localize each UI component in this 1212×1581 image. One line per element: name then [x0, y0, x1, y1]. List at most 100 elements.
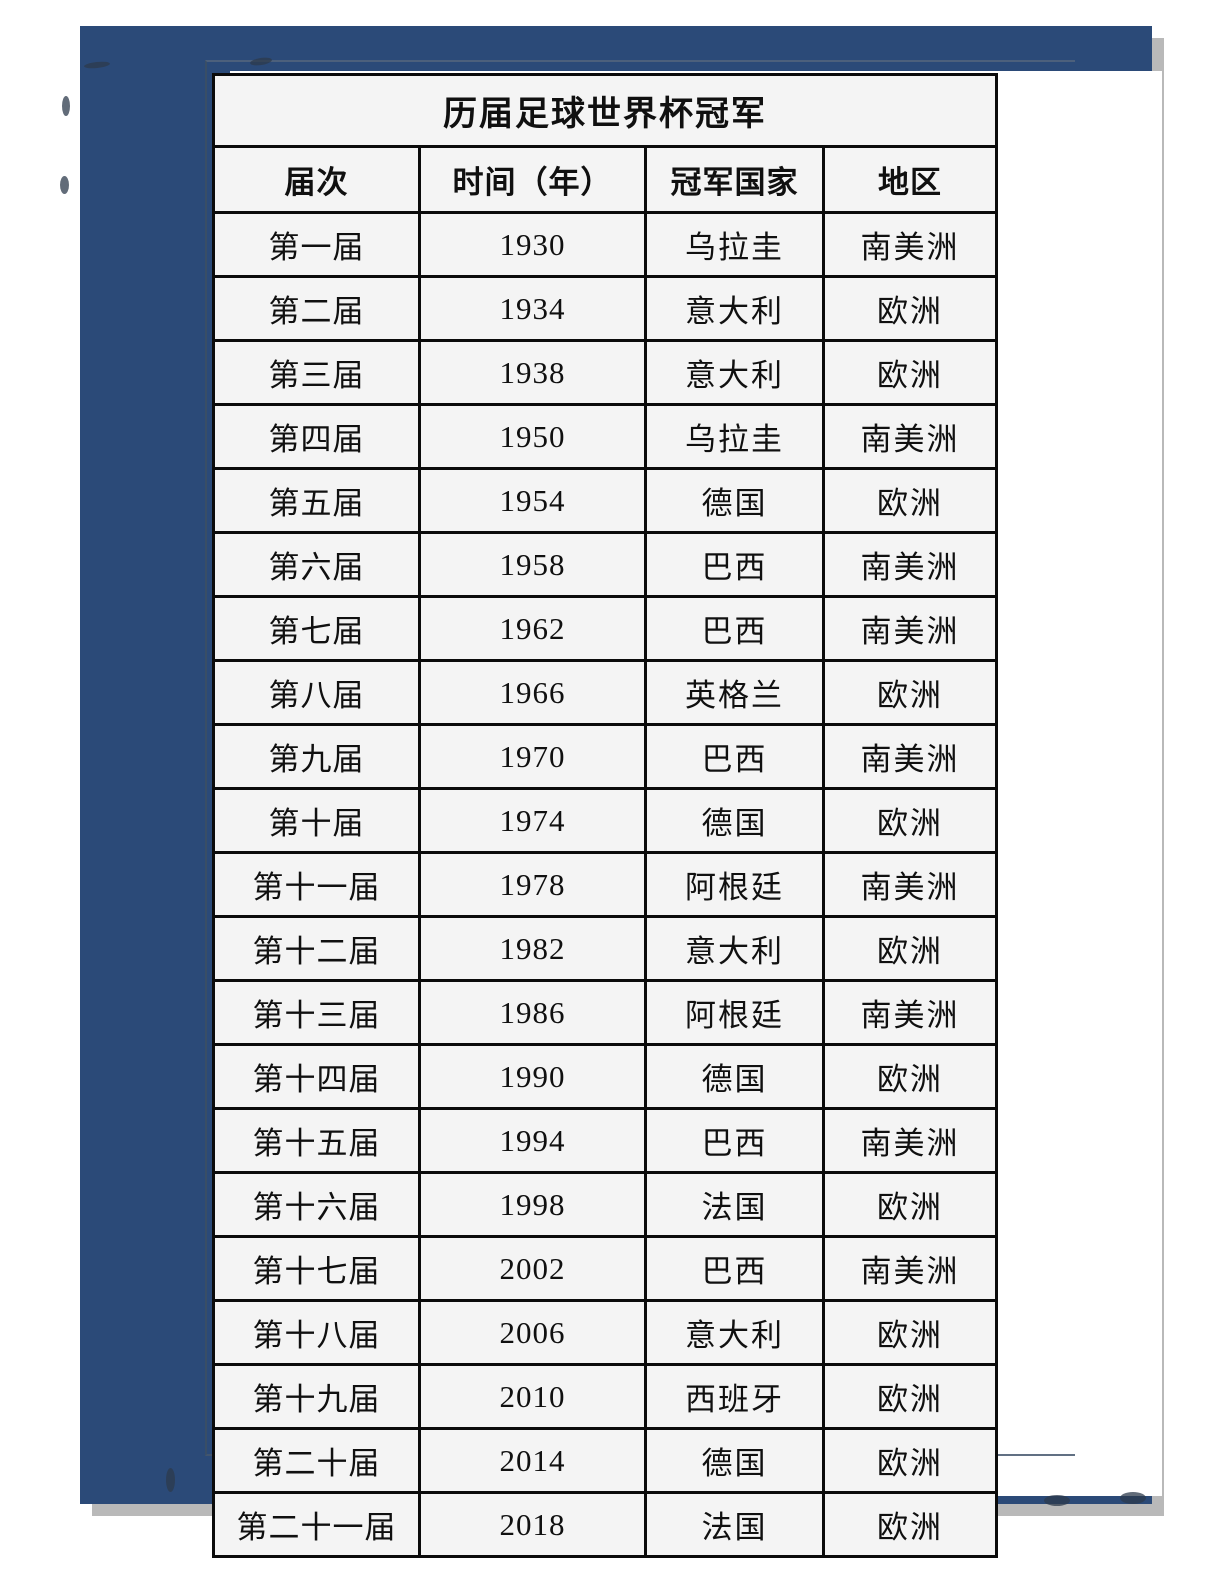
cell-year: 1990 [418, 1043, 647, 1110]
table-row[interactable]: 第七届 1962 巴西 南美洲 [212, 595, 998, 662]
cell-region: 欧洲 [822, 1427, 998, 1494]
world-cup-champions-table-container: 历届足球世界杯冠军 届次 时间（年） 冠军国家 地区 第一届 1930 乌拉圭 南美洲… [212, 73, 998, 1558]
cell-edition: 第二十届 [212, 1427, 421, 1494]
table-header-row: 届次 时间（年） 冠军国家 地区 [212, 145, 998, 214]
cell-edition: 第六届 [212, 531, 421, 598]
table-row[interactable]: 第十九届 2010 西班牙 欧洲 [212, 1363, 998, 1430]
table-row[interactable]: 第十八届 2006 意大利 欧洲 [212, 1299, 998, 1366]
table-row[interactable]: 第四届 1950 乌拉圭 南美洲 [212, 403, 998, 470]
cell-region: 南美洲 [822, 851, 998, 918]
cell-year: 1962 [418, 595, 647, 662]
cell-year: 1986 [418, 979, 647, 1046]
cell-region: 南美洲 [822, 211, 998, 278]
cell-country: 德国 [644, 1043, 825, 1110]
decorative-mark-icon [1044, 1495, 1070, 1506]
cell-region: 欧洲 [822, 1043, 998, 1110]
cell-country: 意大利 [644, 915, 825, 982]
table-row[interactable]: 第五届 1954 德国 欧洲 [212, 467, 998, 534]
decorative-mark-icon [62, 96, 70, 116]
cell-region: 南美洲 [822, 979, 998, 1046]
cell-country: 意大利 [644, 275, 825, 342]
table-row[interactable]: 第二届 1934 意大利 欧洲 [212, 275, 998, 342]
cell-edition: 第二届 [212, 275, 421, 342]
cell-country: 阿根廷 [644, 851, 825, 918]
cell-year: 1978 [418, 851, 647, 918]
cell-region: 欧洲 [822, 1171, 998, 1238]
decorative-mark-icon [1120, 1492, 1146, 1504]
cell-edition: 第十八届 [212, 1299, 421, 1366]
cell-country: 英格兰 [644, 659, 825, 726]
cell-edition: 第十五届 [212, 1107, 421, 1174]
table-row[interactable]: 第十届 1974 德国 欧洲 [212, 787, 998, 854]
decorative-mark-icon [166, 1468, 175, 1492]
cell-edition: 第一届 [212, 211, 421, 278]
cell-region: 南美洲 [822, 531, 998, 598]
cell-year: 1954 [418, 467, 647, 534]
table-row[interactable]: 第十七届 2002 巴西 南美洲 [212, 1235, 998, 1302]
cell-region: 欧洲 [822, 1299, 998, 1366]
cell-edition: 第十二届 [212, 915, 421, 982]
cell-year: 1974 [418, 787, 647, 854]
cell-region: 欧洲 [822, 1491, 998, 1558]
table-row[interactable]: 第一届 1930 乌拉圭 南美洲 [212, 211, 998, 278]
cell-country: 德国 [644, 787, 825, 854]
table-row[interactable]: 第十一届 1978 阿根廷 南美洲 [212, 851, 998, 918]
cell-year: 1930 [418, 211, 647, 278]
cell-edition: 第十三届 [212, 979, 421, 1046]
table-row[interactable]: 第八届 1966 英格兰 欧洲 [212, 659, 998, 726]
cell-edition: 第十一届 [212, 851, 421, 918]
cell-edition: 第十九届 [212, 1363, 421, 1430]
cell-edition: 第十六届 [212, 1171, 421, 1238]
cell-edition: 第四届 [212, 403, 421, 470]
table-head: 历届足球世界杯冠军 届次 时间（年） 冠军国家 地区 [212, 73, 998, 214]
table-row[interactable]: 第二十届 2014 德国 欧洲 [212, 1427, 998, 1494]
column-header-country[interactable]: 冠军国家 [644, 145, 825, 214]
cell-year: 1966 [418, 659, 647, 726]
cell-region: 南美洲 [822, 1107, 998, 1174]
cell-edition: 第五届 [212, 467, 421, 534]
cell-year: 1950 [418, 403, 647, 470]
cell-country: 巴西 [644, 1107, 825, 1174]
column-header-edition[interactable]: 届次 [212, 145, 421, 214]
table-row[interactable]: 第九届 1970 巴西 南美洲 [212, 723, 998, 790]
table-body: 第一届 1930 乌拉圭 南美洲 第二届 1934 意大利 欧洲 第三届 1938 意大利 欧洲 第四届… [212, 211, 998, 1558]
table-row[interactable]: 第十六届 1998 法国 欧洲 [212, 1171, 998, 1238]
cell-country: 阿根廷 [644, 979, 825, 1046]
decorative-mark-icon [60, 176, 69, 194]
column-header-region[interactable]: 地区 [822, 145, 998, 214]
cell-region: 欧洲 [822, 1363, 998, 1430]
cell-country: 意大利 [644, 1299, 825, 1366]
cell-edition: 第十届 [212, 787, 421, 854]
table-row[interactable]: 第六届 1958 巴西 南美洲 [212, 531, 998, 598]
table-row[interactable]: 第十四届 1990 德国 欧洲 [212, 1043, 998, 1110]
cell-country: 乌拉圭 [644, 403, 825, 470]
table-row[interactable]: 第十三届 1986 阿根廷 南美洲 [212, 979, 998, 1046]
cell-region: 南美洲 [822, 403, 998, 470]
cell-region: 欧洲 [822, 659, 998, 726]
table-row[interactable]: 第二十一届 2018 法国 欧洲 [212, 1491, 998, 1558]
table-title: 历届足球世界杯冠军 [212, 73, 998, 148]
cell-year: 1934 [418, 275, 647, 342]
table-row[interactable]: 第十五届 1994 巴西 南美洲 [212, 1107, 998, 1174]
cell-year: 1970 [418, 723, 647, 790]
cell-country: 巴西 [644, 1235, 825, 1302]
cell-edition: 第三届 [212, 339, 421, 406]
cell-year: 2018 [418, 1491, 647, 1558]
cell-country: 德国 [644, 1427, 825, 1494]
cell-edition: 第十四届 [212, 1043, 421, 1110]
cell-country: 法国 [644, 1491, 825, 1558]
cell-year: 1994 [418, 1107, 647, 1174]
cell-country: 巴西 [644, 723, 825, 790]
cell-country: 德国 [644, 467, 825, 534]
cell-region: 欧洲 [822, 467, 998, 534]
cell-year: 1938 [418, 339, 647, 406]
cell-country: 意大利 [644, 339, 825, 406]
cell-year: 2010 [418, 1363, 647, 1430]
cell-year: 2006 [418, 1299, 647, 1366]
cell-country: 乌拉圭 [644, 211, 825, 278]
cell-country: 法国 [644, 1171, 825, 1238]
cell-region: 欧洲 [822, 275, 998, 342]
table-row[interactable]: 第三届 1938 意大利 欧洲 [212, 339, 998, 406]
table-row[interactable]: 第十二届 1982 意大利 欧洲 [212, 915, 998, 982]
column-header-year[interactable]: 时间（年） [418, 145, 647, 214]
